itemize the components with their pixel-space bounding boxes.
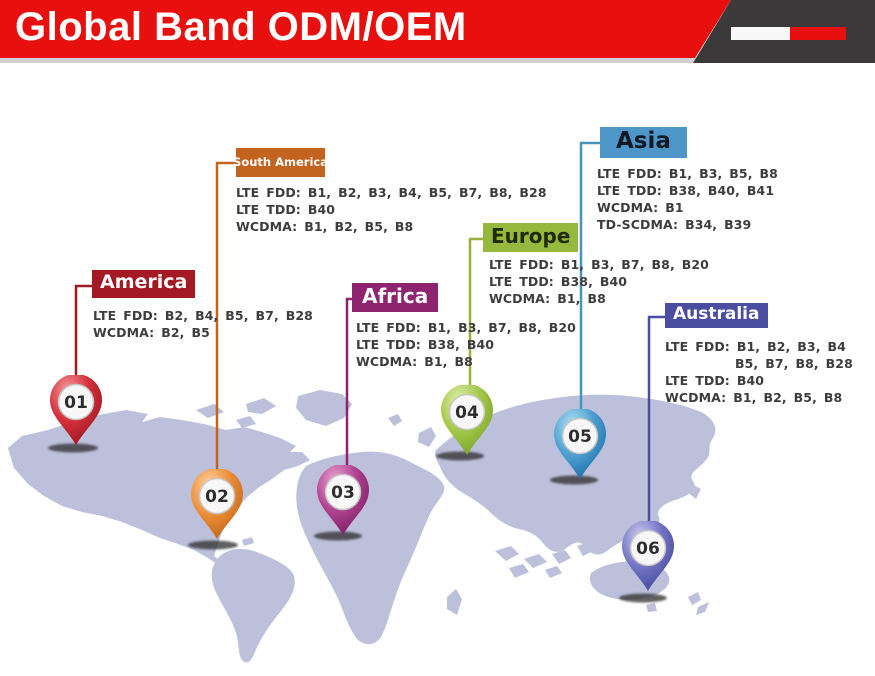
header-red-band xyxy=(0,0,731,58)
map-pin-africa: 03 xyxy=(315,463,371,537)
map-pin-europe: 04 xyxy=(439,383,495,457)
region-label-america: America xyxy=(92,270,196,298)
region-label-asia: Asia xyxy=(600,127,687,159)
pin-shadows xyxy=(48,443,667,603)
pin-badge xyxy=(629,529,667,567)
pin-number: 02 xyxy=(205,487,229,507)
pin-number: 03 xyxy=(331,483,355,503)
pin-badge xyxy=(561,417,599,455)
connector-lines xyxy=(74,141,665,550)
band-line: WCDMA: B1, B2, B5, B8 xyxy=(236,219,414,234)
pin-number: 06 xyxy=(636,539,660,559)
region-label-australia: Australia xyxy=(665,303,768,328)
band-list-europe: LTE FDD: B1, B3, B7, B8, B20 LTE TDD: B3… xyxy=(489,256,709,307)
band-line: LTE FDD: B1, B2, B3, B4 xyxy=(665,339,846,354)
region-label-europe: Europe xyxy=(483,223,579,252)
region-label-africa: Africa xyxy=(352,283,439,312)
decor-bar-white xyxy=(731,27,790,40)
band-line: LTE FDD: B2, B4, B5, B7, B28 xyxy=(93,308,313,323)
japan xyxy=(676,457,694,478)
new-zealand xyxy=(688,592,701,605)
band-line: WCDMA: B1, B8 xyxy=(489,291,606,306)
band-line: TD-SCDMA: B34, B39 xyxy=(597,217,752,232)
connector-line-asia xyxy=(579,141,600,438)
band-line: LTE FDD: B1, B3, B5, B8 xyxy=(597,166,778,181)
band-line: LTE FDD: B1, B3, B7, B8, B20 xyxy=(356,320,576,335)
band-line: WCDMA: B1 xyxy=(597,200,684,215)
band-list-africa: LTE FDD: B1, B3, B7, B8, B20 LTE TDD: B3… xyxy=(356,319,576,370)
band-line: WCDMA: B1, B2, B5, B8 xyxy=(665,390,843,405)
pin-badge xyxy=(448,393,486,431)
pin-badge xyxy=(57,383,95,421)
band-line: LTE TDD: B38, B40 xyxy=(489,274,628,289)
map-pin-america: 01 xyxy=(48,373,104,447)
connector-line-south-america xyxy=(215,161,236,498)
tasmania xyxy=(646,603,657,612)
page-title: Global Band ODM/OEM xyxy=(15,5,467,49)
band-line: LTE TDD: B38, B40, B41 xyxy=(597,183,775,198)
band-line-continuation: B5, B7, B8, B28 xyxy=(735,356,853,371)
connector-line-australia xyxy=(647,315,665,550)
band-line: LTE FDD: B1, B3, B7, B8, B20 xyxy=(489,257,709,272)
band-line: LTE TDD: B38, B40 xyxy=(356,337,495,352)
madagascar xyxy=(447,589,462,615)
band-list-australia: LTE FDD: B1, B2, B3, B4 B5, B7, B8, B28 … xyxy=(665,338,853,406)
connector-line-america xyxy=(74,284,92,404)
map-pin-south-america: 02 xyxy=(189,467,245,541)
pin-number: 01 xyxy=(64,393,88,413)
header-strip xyxy=(0,58,875,63)
region-label-south-america: South America xyxy=(233,148,328,177)
band-line: LTE TDD: B40 xyxy=(665,373,765,388)
map-pin-asia: 05 xyxy=(552,407,608,481)
band-line: WCDMA: B1, B8 xyxy=(356,354,473,369)
continent-eurasia xyxy=(435,394,716,555)
header-banner xyxy=(0,0,875,63)
pin-badge xyxy=(324,473,362,511)
band-list-america: LTE FDD: B2, B4, B5, B7, B28 WCDMA: B2, … xyxy=(93,307,313,341)
continent-south-america xyxy=(211,549,295,663)
band-line: WCDMA: B2, B5 xyxy=(93,325,210,340)
map-pin-australia: 06 xyxy=(620,519,676,593)
band-list-south-america: LTE FDD: B1, B2, B3, B4, B5, B7, B8, B28… xyxy=(236,184,547,235)
greenland xyxy=(296,390,352,426)
band-line: LTE FDD: B1, B2, B3, B4, B5, B7, B8, B28 xyxy=(236,185,547,200)
band-line: LTE TDD: B40 xyxy=(236,202,336,217)
decor-bar-red xyxy=(790,27,846,40)
pin-number: 05 xyxy=(568,427,592,447)
pin-badge xyxy=(198,477,236,515)
connector-line-africa xyxy=(345,297,352,494)
pin-number: 04 xyxy=(455,403,479,423)
band-list-asia: LTE FDD: B1, B3, B5, B8 LTE TDD: B38, B4… xyxy=(597,165,778,233)
connector-line-europe xyxy=(468,237,483,414)
british-isles xyxy=(418,427,436,447)
